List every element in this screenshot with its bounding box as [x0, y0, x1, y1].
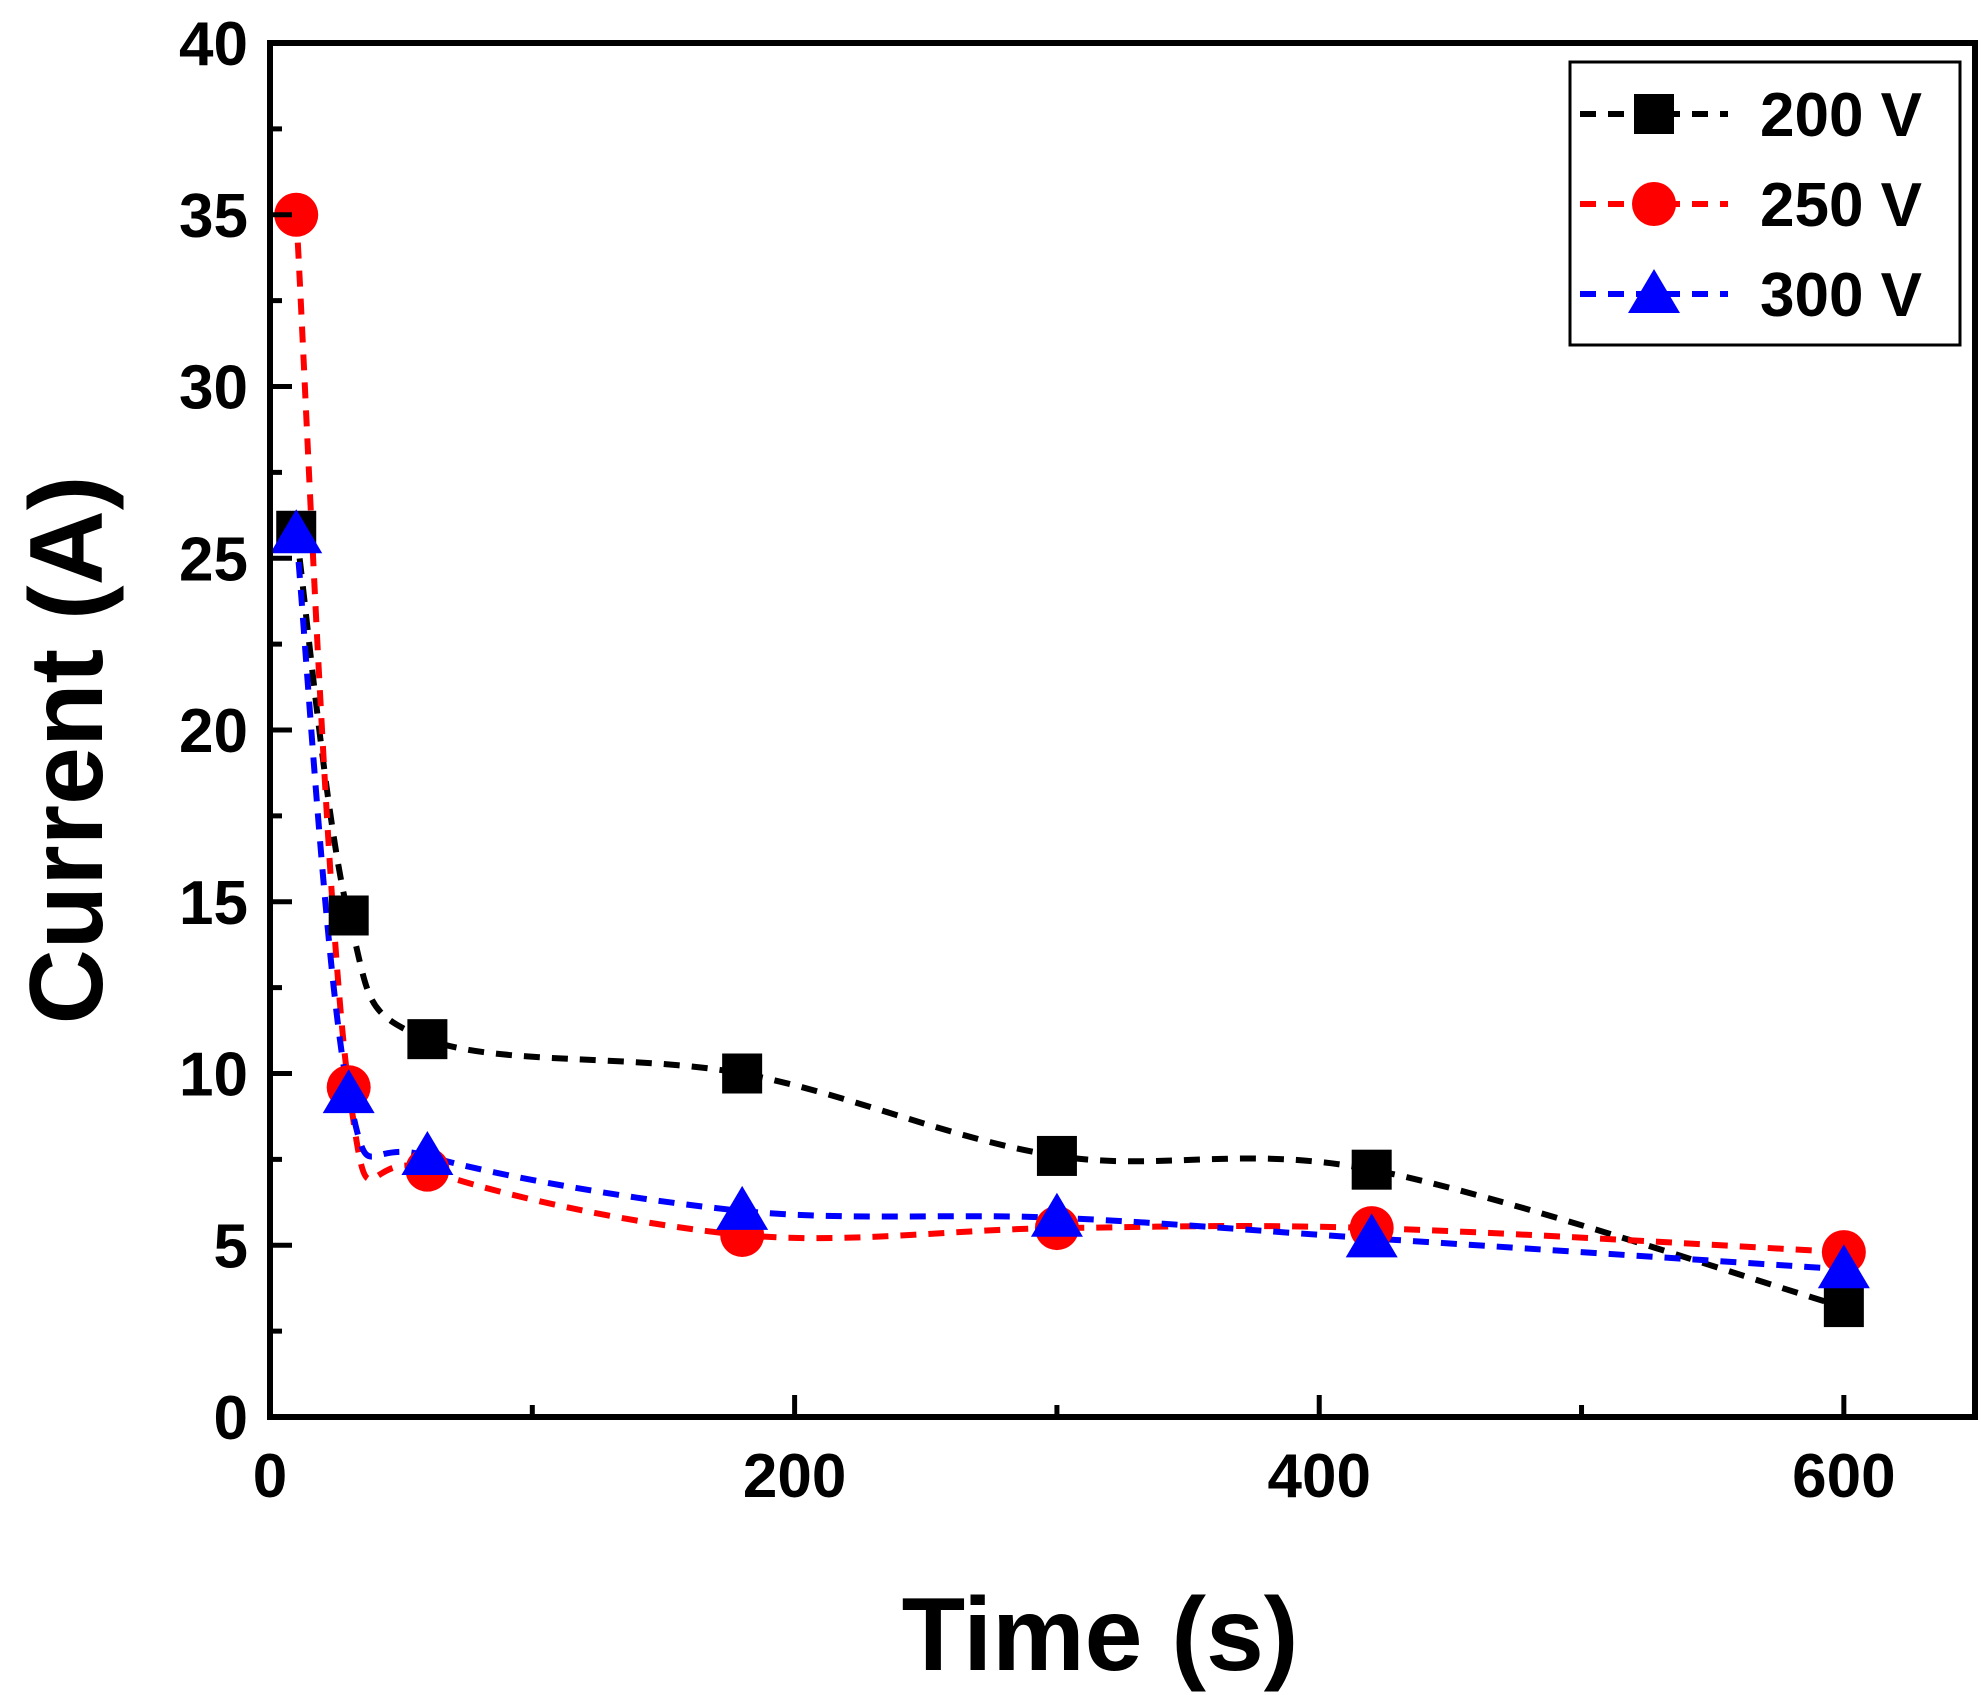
x-tick-label: 600 [1792, 1442, 1895, 1511]
series-line-200v [293, 530, 1845, 1310]
y-tick-label: 0 [214, 1384, 248, 1453]
data-point-300v [1817, 1244, 1870, 1289]
data-point-300v [1345, 1213, 1398, 1258]
series-markers [270, 192, 1870, 1328]
data-point-300v [716, 1185, 769, 1230]
data-point-250v [274, 192, 319, 237]
legend: 200 V 250 V 300 V [1568, 60, 1962, 347]
data-point-300v [401, 1130, 454, 1175]
y-tick-label: 40 [179, 10, 248, 79]
y-tick-label: 30 [179, 354, 248, 423]
y-tick-label: 5 [214, 1212, 248, 1281]
data-point-200v [1351, 1149, 1392, 1190]
x-axis-title: Time (s) [902, 1577, 1299, 1693]
data-point-200v [1823, 1287, 1864, 1328]
data-point-300v [270, 509, 323, 554]
data-point-200v [407, 1019, 448, 1060]
data-point-300v [1030, 1192, 1083, 1237]
y-tick-label: 25 [179, 525, 248, 594]
data-point-200v [722, 1053, 763, 1094]
x-tick-label: 200 [743, 1442, 846, 1511]
y-axis-ticks: 0 5 10 15 20 25 30 35 40 [179, 10, 292, 1453]
legend-marker-200v [1634, 94, 1674, 134]
y-tick-label: 35 [179, 182, 248, 251]
y-tick-label: 15 [179, 869, 248, 938]
data-point-200v [1036, 1135, 1077, 1176]
y-axis-title: Current (A) [9, 476, 125, 1025]
x-tick-label: 0 [253, 1442, 287, 1511]
legend-marker-250v [1632, 182, 1676, 226]
legend-label-200v: 200 V [1760, 81, 1922, 150]
legend-label-300v: 300 V [1760, 261, 1922, 330]
legend-marker-300v [1628, 269, 1680, 313]
x-tick-label: 400 [1268, 1442, 1371, 1511]
data-point-300v [322, 1069, 375, 1114]
data-point-200v [328, 895, 369, 936]
legend-label-250v: 250 V [1760, 171, 1922, 240]
x-axis-ticks: 0 200 400 600 [253, 1395, 1896, 1511]
y-tick-label: 10 [179, 1041, 248, 1110]
y-tick-label: 20 [179, 697, 248, 766]
